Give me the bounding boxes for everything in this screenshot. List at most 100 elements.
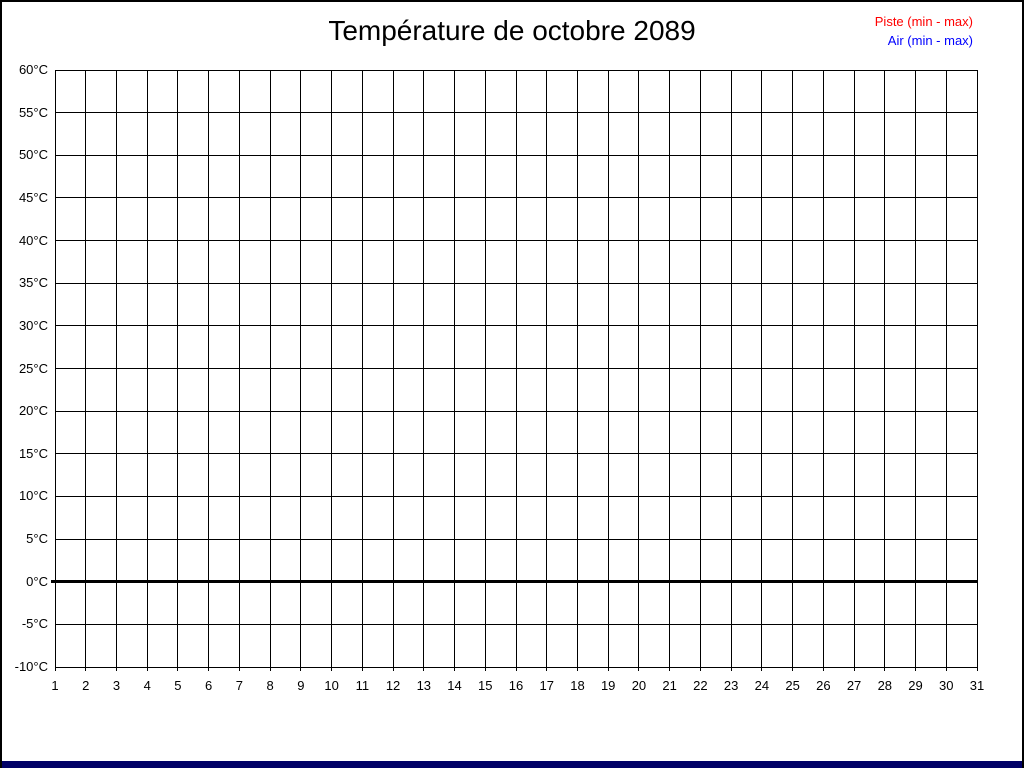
x-tick-mark	[54, 667, 56, 671]
x-tick-mark	[669, 667, 671, 671]
legend-item-air: Air (min - max)	[887, 33, 973, 48]
x-tick-label: 20	[631, 678, 647, 693]
x-tick-mark	[85, 667, 87, 671]
x-tick-mark	[300, 667, 302, 671]
gridline-vertical	[576, 70, 578, 667]
y-tick-label: -10°C	[14, 659, 48, 674]
gridline-vertical	[822, 70, 824, 667]
y-tick-label: 5°C	[26, 531, 48, 547]
x-tick-mark	[822, 667, 824, 671]
x-tick-label: 7	[235, 678, 244, 693]
x-tick-label: 30	[939, 678, 954, 693]
y-tick-label: 25°C	[18, 360, 48, 376]
gridline-vertical	[177, 70, 179, 667]
x-tick-mark	[915, 667, 917, 671]
gridline-vertical	[761, 70, 763, 667]
gridline-vertical	[945, 70, 947, 667]
x-tick-mark	[269, 667, 271, 671]
y-tick-label: 35°C	[18, 275, 48, 291]
gridline-vertical	[546, 70, 548, 667]
chart-legend: Piste (min - max) Air (min - max)	[875, 12, 973, 50]
x-tick-mark	[976, 667, 978, 671]
gridline-vertical	[669, 70, 671, 667]
x-tick-mark	[792, 667, 794, 671]
x-tick-label: 27	[846, 678, 862, 693]
x-tick-mark	[392, 667, 394, 671]
y-tick-label: 40°C	[18, 232, 48, 248]
bottom-bar	[2, 761, 1022, 768]
gridline-vertical	[361, 70, 363, 667]
x-tick-label: 5	[174, 678, 182, 693]
x-tick-label: 26	[816, 678, 831, 693]
y-tick-label: 60°C	[18, 62, 48, 77]
x-tick-mark	[177, 667, 179, 671]
x-tick-label: 14	[447, 678, 462, 693]
y-tick-label: 30°C	[18, 317, 48, 333]
x-tick-label: 9	[297, 678, 305, 693]
y-tick-label: 55°C	[18, 104, 48, 120]
gridline-vertical	[699, 70, 701, 667]
x-tick-label: 17	[539, 678, 554, 693]
gridline-vertical	[454, 70, 456, 667]
y-tick-label: 15°C	[18, 445, 48, 461]
x-tick-label: 28	[877, 678, 893, 693]
legend-item-piste: Piste (min - max)	[874, 14, 973, 29]
x-tick-mark	[208, 667, 210, 671]
x-tick-label: 22	[693, 678, 708, 693]
x-tick-label: 29	[908, 678, 923, 693]
x-tick-label: 16	[508, 678, 524, 693]
y-tick-label: 20°C	[18, 403, 48, 419]
x-tick-mark	[576, 667, 578, 671]
x-tick-mark	[115, 667, 117, 671]
gridline-vertical	[638, 70, 640, 667]
gridline-vertical	[792, 70, 794, 667]
gridline-vertical	[300, 70, 302, 667]
x-tick-label: 8	[266, 678, 274, 693]
gridline-vertical	[331, 70, 333, 667]
x-tick-mark	[730, 667, 732, 671]
x-tick-label: 6	[205, 678, 213, 693]
x-tick-mark	[454, 667, 456, 671]
gridline-vertical	[515, 70, 517, 667]
gridline-vertical	[730, 70, 732, 667]
gridline-vertical	[423, 70, 425, 667]
x-tick-label: 13	[416, 678, 432, 693]
gridline-vertical	[484, 70, 486, 667]
x-tick-label: 15	[478, 678, 493, 693]
x-tick-mark	[146, 667, 148, 671]
plot-area	[51, 69, 978, 671]
gridline-vertical	[54, 70, 56, 667]
x-tick-mark	[884, 667, 886, 671]
x-tick-mark	[607, 667, 609, 671]
x-tick-label: 1	[51, 678, 59, 693]
x-tick-label: 2	[82, 678, 90, 693]
x-tick-mark	[638, 667, 640, 671]
zero-degree-line	[51, 580, 977, 584]
x-tick-mark	[699, 667, 701, 671]
gridline-vertical	[208, 70, 210, 667]
gridline-vertical	[607, 70, 609, 667]
x-tick-mark	[423, 667, 425, 671]
x-tick-mark	[331, 667, 333, 671]
x-tick-label: 18	[570, 678, 585, 693]
x-tick-label: 11	[355, 678, 370, 693]
y-tick-label: -5°C	[21, 616, 48, 632]
x-tick-label: 31	[969, 678, 985, 693]
x-tick-label: 25	[785, 678, 800, 693]
x-tick-mark	[761, 667, 763, 671]
gridline-vertical	[269, 70, 271, 667]
y-tick-label: 45°C	[18, 189, 48, 205]
x-tick-label: 24	[754, 678, 770, 693]
y-tick-label: 0°C	[26, 573, 48, 589]
x-tick-label: 12	[385, 678, 401, 693]
chart-title: Température de octobre 2089	[328, 15, 696, 46]
gridline-vertical	[884, 70, 886, 667]
gridline-vertical	[915, 70, 917, 667]
x-tick-label: 21	[662, 678, 677, 693]
x-tick-label: 4	[143, 678, 151, 693]
gridline-vertical	[976, 70, 978, 667]
x-tick-mark	[238, 667, 240, 671]
x-tick-mark	[515, 667, 517, 671]
x-tick-label: 3	[112, 678, 121, 693]
